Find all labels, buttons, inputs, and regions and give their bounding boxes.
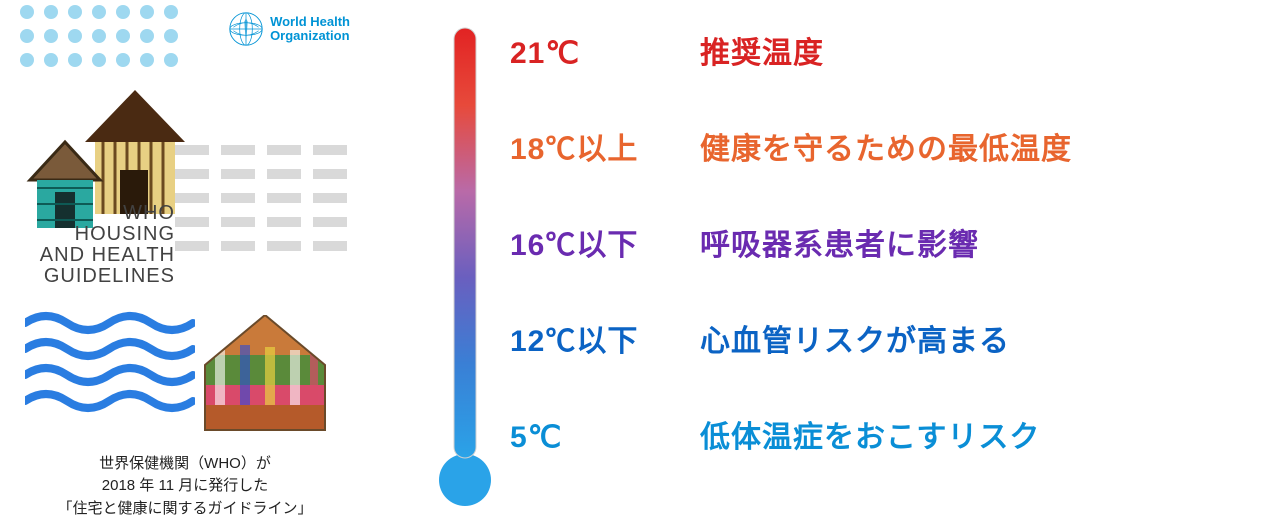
dot (164, 53, 178, 67)
caption-line3: 「住宅と健康に関するガイドライン」 (20, 498, 350, 521)
dots-grid (20, 5, 178, 67)
temp-description: 推奨温度 (700, 28, 824, 72)
dash (221, 241, 255, 251)
dot (116, 53, 130, 67)
dash (267, 241, 301, 251)
dot (68, 29, 82, 43)
temp-row: 21℃推奨温度 (510, 28, 1270, 72)
dot (68, 5, 82, 19)
temp-description: 心血管リスクが高まる (700, 316, 1010, 360)
dot (68, 53, 82, 67)
title-line4: GUIDELINES (20, 266, 175, 287)
who-logo-line1: World Health (270, 15, 350, 29)
dash (221, 145, 255, 155)
waves-icon (25, 305, 195, 415)
dash (267, 193, 301, 203)
thermometer-icon (435, 20, 495, 520)
dot (92, 29, 106, 43)
who-logo: World Health Organization (228, 11, 350, 47)
dot (140, 29, 154, 43)
who-emblem-icon (228, 11, 264, 47)
photo-house-icon (195, 315, 335, 435)
temp-value: 5℃ (510, 420, 700, 455)
dash (267, 217, 301, 227)
guidelines-title: WHO HOUSING AND HEALTH GUIDELINES (20, 203, 175, 287)
dash (267, 169, 301, 179)
temp-description: 低体温症をおこすリスク (700, 412, 1040, 456)
temp-description: 健康を守るための最低温度 (700, 124, 1072, 168)
dot (20, 53, 34, 67)
dot (20, 5, 34, 19)
dash-grid (175, 145, 347, 251)
dash (313, 145, 347, 155)
temp-row: 12℃以下心血管リスクが高まる (510, 316, 1270, 360)
dash (175, 193, 209, 203)
dot (140, 53, 154, 67)
title-line1: WHO (20, 203, 175, 224)
caption: 世界保健機関（WHO）が 2018 年 11 月に発行した 「住宅と健康に関する… (20, 453, 350, 521)
temp-value: 16℃以下 (510, 220, 700, 264)
who-logo-line2: Organization (270, 29, 350, 43)
dot (44, 5, 58, 19)
left-panel: World Health Organization (20, 5, 350, 520)
dash (221, 217, 255, 227)
dash (175, 241, 209, 251)
title-line2: HOUSING (20, 224, 175, 245)
dash (313, 241, 347, 251)
dash (313, 193, 347, 203)
dot (164, 29, 178, 43)
dot (44, 29, 58, 43)
dot (140, 5, 154, 19)
dash (313, 169, 347, 179)
temp-value: 12℃以下 (510, 316, 700, 360)
dot (164, 5, 178, 19)
dot (44, 53, 58, 67)
dash (313, 217, 347, 227)
temp-description: 呼吸器系患者に影響 (700, 220, 979, 264)
dot (92, 5, 106, 19)
dot (116, 29, 130, 43)
dash (221, 193, 255, 203)
temp-row: 18℃以上健康を守るための最低温度 (510, 124, 1270, 168)
dash (175, 217, 209, 227)
temp-row: 16℃以下呼吸器系患者に影響 (510, 220, 1270, 264)
dot (20, 29, 34, 43)
temp-row: 5℃低体温症をおこすリスク (510, 412, 1270, 456)
dash (267, 145, 301, 155)
dash (175, 169, 209, 179)
dash (175, 145, 209, 155)
temp-value: 21℃ (510, 36, 700, 71)
temp-value: 18℃以上 (510, 124, 700, 168)
dot (116, 5, 130, 19)
caption-line2: 2018 年 11 月に発行した (20, 475, 350, 498)
temperature-table: 21℃推奨温度 18℃以上健康を守るための最低温度 16℃以下呼吸器系患者に影響 12… (510, 28, 1270, 456)
house-big-icon (85, 90, 185, 214)
who-logo-text: World Health Organization (270, 15, 350, 44)
caption-line1: 世界保健機関（WHO）が (20, 453, 350, 476)
dot (92, 53, 106, 67)
title-line3: AND HEALTH (20, 245, 175, 266)
dash (221, 169, 255, 179)
